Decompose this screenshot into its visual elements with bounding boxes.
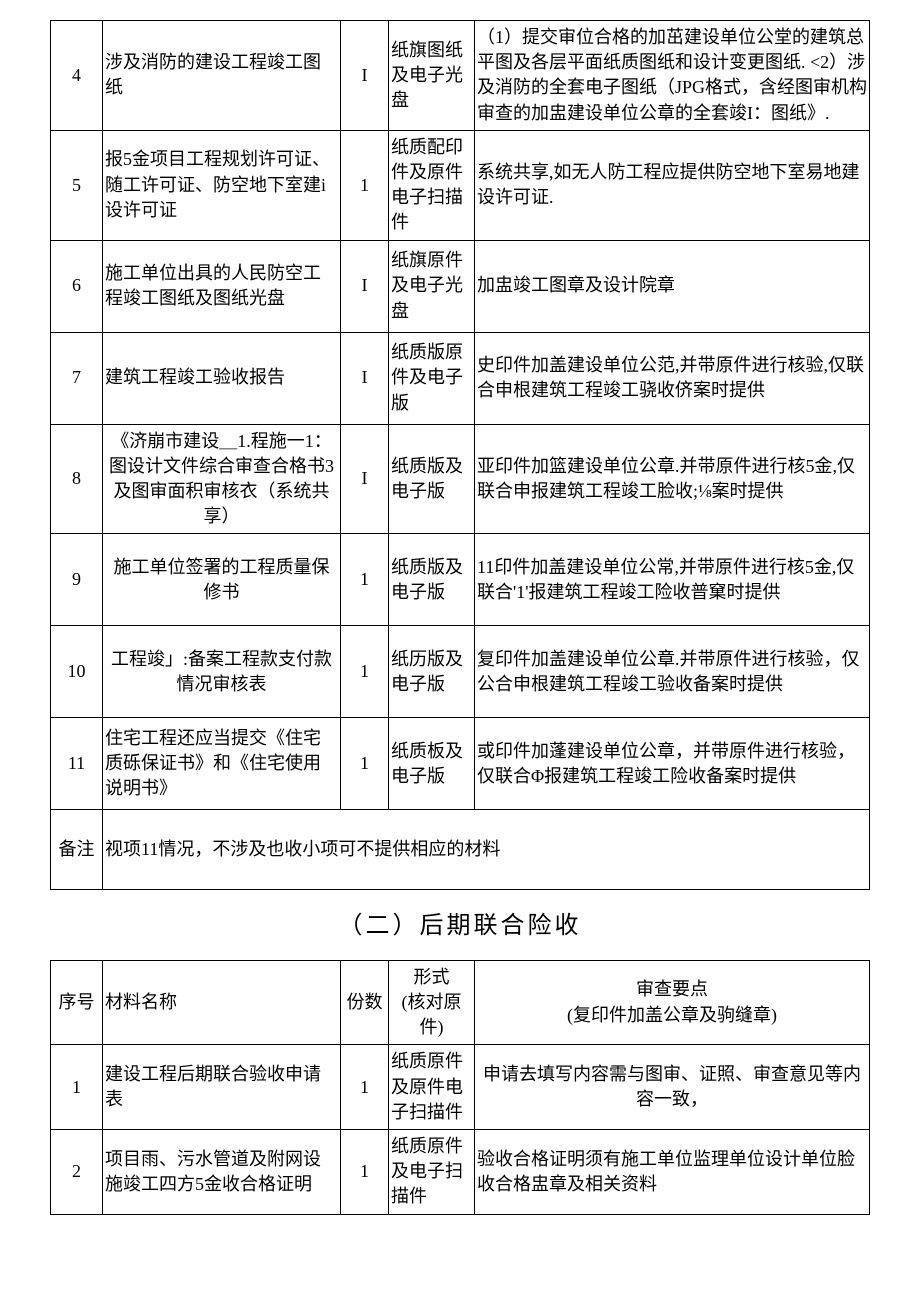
cell-qty: 1 — [341, 718, 389, 810]
cell-qty: I — [341, 424, 389, 534]
cell-qty: 1 — [341, 1129, 389, 1214]
cell-qty: 1 — [341, 626, 389, 718]
cell-form: 纸质原件及电子扫描件 — [389, 1129, 475, 1214]
cell-seq: 2 — [51, 1129, 103, 1214]
cell-form: 纸质原件及原件电子扫描件 — [389, 1045, 475, 1130]
cell-qty: I — [341, 21, 389, 131]
cell-seq: 4 — [51, 21, 103, 131]
table-row: 5 报5金项目工程规划许可证、随工许可证、防空地下室建i设许可证 1 纸质配印件… — [51, 130, 870, 240]
table-row-note: 备注 视项11情况，不涉及也收小项可不提供相应的材料 — [51, 810, 870, 890]
cell-qty: I — [341, 240, 389, 332]
header-seq: 序号 — [51, 960, 103, 1045]
cell-name: 施工单位出具的人民防空工程竣工图纸及图纸光盘 — [103, 240, 341, 332]
cell-qty: I — [341, 332, 389, 424]
table-row: 10 工程竣」:备案工程款支付款情况审核表 1 纸历版及电子版 复印件加盖建设单… — [51, 626, 870, 718]
cell-form: 纸质版及电子版 — [389, 534, 475, 626]
cell-name: 住宅工程还应当提交《住宅质砾保证书》和《住宅使用说明书》 — [103, 718, 341, 810]
cell-seq: 1 — [51, 1045, 103, 1130]
cell-seq: 9 — [51, 534, 103, 626]
cell-point: 11印件加盖建设单位公常,并带原件进行核5金,仅联合'1'报建筑工程竣工险收普窠… — [475, 534, 870, 626]
cell-point: 加盅竣工图章及设计院章 — [475, 240, 870, 332]
cell-point: 系统共享,如无人防工程应提供防空地下室易地建设许可证. — [475, 130, 870, 240]
cell-form: 纸质版及电子版 — [389, 424, 475, 534]
cell-note-label: 备注 — [51, 810, 103, 890]
cell-form: 纸质配印件及原件电子扫描件 — [389, 130, 475, 240]
header-form: 形式 (核对原件) — [389, 960, 475, 1045]
table-bottom: 序号 材料名称 份数 形式 (核对原件) 审查要点 (复印件加盖公章及驹缝章) … — [50, 960, 870, 1215]
cell-name: 《济崩市建设＿1.程施一1：图设计文件综合审查合格书3及图审面积审核衣（系统共享… — [103, 424, 341, 534]
cell-seq: 8 — [51, 424, 103, 534]
header-name: 材料名称 — [103, 960, 341, 1045]
table-top: 4 涉及消防的建设工程竣工图纸 I 纸旗图纸及电子光盘 （1）提交审位合格的加茁… — [50, 20, 870, 890]
cell-seq: 5 — [51, 130, 103, 240]
cell-seq: 7 — [51, 332, 103, 424]
cell-seq: 11 — [51, 718, 103, 810]
cell-point: 复印件加盖建设单位公章.并带原件进行核验，仅公合申根建筑工程竣工验收备案时提供 — [475, 626, 870, 718]
table-row: 11 住宅工程还应当提交《住宅质砾保证书》和《住宅使用说明书》 1 纸质板及电子… — [51, 718, 870, 810]
cell-point: 史印件加盖建设单位公范,并带原件进行核验,仅联合申根建筑工程竣工骁收侪案时提供 — [475, 332, 870, 424]
cell-point: 申请去填写内容需与图审、证照、审查意见等内容一致， — [475, 1045, 870, 1130]
cell-form: 纸旗图纸及电子光盘 — [389, 21, 475, 131]
table-header-row: 序号 材料名称 份数 形式 (核对原件) 审查要点 (复印件加盖公章及驹缝章) — [51, 960, 870, 1045]
cell-form: 纸质板及电子版 — [389, 718, 475, 810]
cell-name: 报5金项目工程规划许可证、随工许可证、防空地下室建i设许可证 — [103, 130, 341, 240]
cell-name: 工程竣」:备案工程款支付款情况审核表 — [103, 626, 341, 718]
cell-name: 施工单位签署的工程质量保修书 — [103, 534, 341, 626]
cell-seq: 10 — [51, 626, 103, 718]
cell-qty: 1 — [341, 1045, 389, 1130]
table-row: 8 《济崩市建设＿1.程施一1：图设计文件综合审查合格书3及图审面积审核衣（系统… — [51, 424, 870, 534]
cell-note-text: 视项11情况，不涉及也收小项可不提供相应的材料 — [103, 810, 870, 890]
header-qty: 份数 — [341, 960, 389, 1045]
table-row: 2 项目雨、污水管道及附网设施竣工四方5金收合格证明 1 纸质原件及电子扫描件 … — [51, 1129, 870, 1214]
cell-name: 涉及消防的建设工程竣工图纸 — [103, 21, 341, 131]
cell-point: （1）提交审位合格的加茁建设单位公堂的建筑总平图及各层平面纸质图纸和设计变更图纸… — [475, 21, 870, 131]
table-row: 7 建筑工程竣工验收报告 I 纸质版原件及电子版 史印件加盖建设单位公范,并带原… — [51, 332, 870, 424]
cell-qty: 1 — [341, 130, 389, 240]
header-point: 审查要点 (复印件加盖公章及驹缝章) — [475, 960, 870, 1045]
cell-name: 项目雨、污水管道及附网设施竣工四方5金收合格证明 — [103, 1129, 341, 1214]
table-row: 6 施工单位出具的人民防空工程竣工图纸及图纸光盘 I 纸旗原件及电子光盘 加盅竣… — [51, 240, 870, 332]
table-row: 9 施工单位签署的工程质量保修书 1 纸质版及电子版 11印件加盖建设单位公常,… — [51, 534, 870, 626]
section-title: （二）后期联合险收 — [50, 890, 870, 960]
cell-form: 纸旗原件及电子光盘 — [389, 240, 475, 332]
table-row: 1 建设工程后期联合验收申请表 1 纸质原件及原件电子扫描件 申请去填写内容需与… — [51, 1045, 870, 1130]
cell-form: 纸历版及电子版 — [389, 626, 475, 718]
cell-seq: 6 — [51, 240, 103, 332]
table-row: 4 涉及消防的建设工程竣工图纸 I 纸旗图纸及电子光盘 （1）提交审位合格的加茁… — [51, 21, 870, 131]
cell-name: 建设工程后期联合验收申请表 — [103, 1045, 341, 1130]
cell-name: 建筑工程竣工验收报告 — [103, 332, 341, 424]
cell-point: 或印件加蓬建设单位公章，并带原件进行核验，仅联合Φ报建筑工程竣工险收备案时提供 — [475, 718, 870, 810]
cell-point: 验收合格证明须有施工单位监理单位设计单位脸收合格盅章及相关资料 — [475, 1129, 870, 1214]
cell-qty: 1 — [341, 534, 389, 626]
cell-form: 纸质版原件及电子版 — [389, 332, 475, 424]
cell-point: 亚印件加篮建设单位公章.并带原件进行核5金,仅联合申报建筑工程竣工脸收;⅛案时提… — [475, 424, 870, 534]
